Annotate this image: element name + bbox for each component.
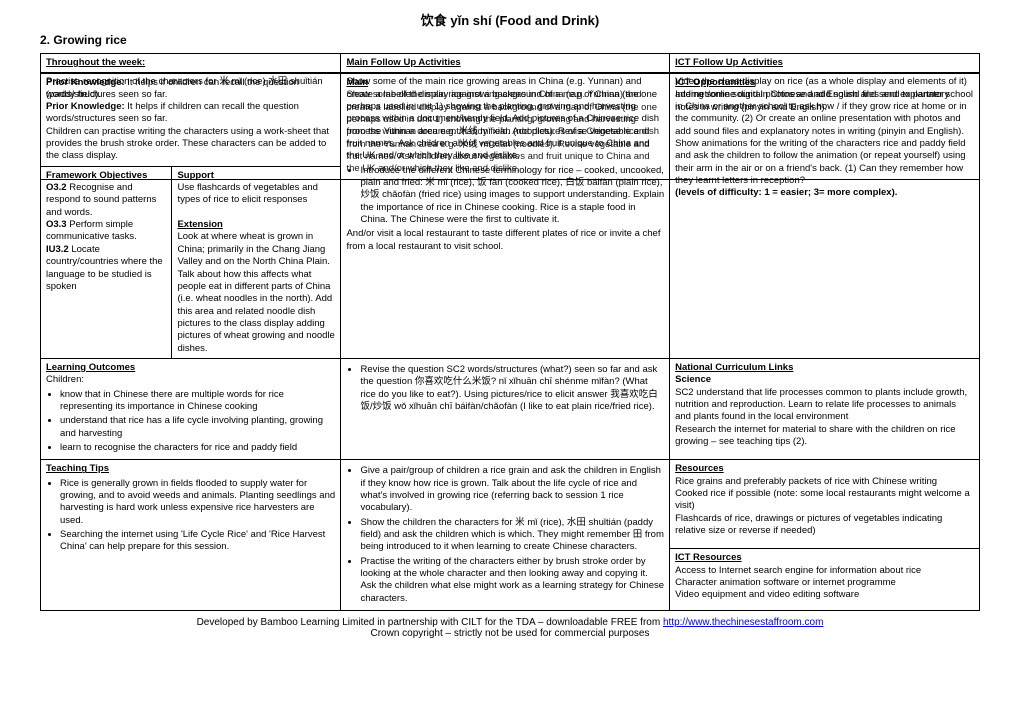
resources-cell: Resources Rice grains and preferably pac… bbox=[670, 460, 980, 549]
learning-cell: Learning Outcomes Children: know that in… bbox=[41, 358, 341, 459]
section-heading: 2. Growing rice bbox=[40, 33, 980, 47]
ov-throughout: Prior Knowledge: It helps if children ca… bbox=[41, 74, 341, 180]
footer: Developed by Bamboo Learning Limited in … bbox=[40, 617, 980, 639]
content-layers: Throughout the week: Main Follow Up Acti… bbox=[40, 53, 980, 611]
ov-main: Main Show some of the main rice growing … bbox=[341, 74, 670, 180]
framework-cell: Framework Objectives O3.2 Recognise and … bbox=[41, 166, 172, 358]
overlay-layer: Prior Knowledge: It helps if children ca… bbox=[40, 53, 980, 180]
ict-res-cell: ICT Resources Access to Internet search … bbox=[670, 549, 980, 611]
natcurr-cell: National Curriculum Links Science SC2 un… bbox=[670, 358, 980, 459]
support-ext-cell: Support Use flashcards of vegetables and… bbox=[172, 166, 341, 358]
tips-cell: Teaching Tips Rice is generally grown in… bbox=[41, 460, 341, 611]
page-title: 饮食 yǐn shí (Food and Drink) bbox=[40, 10, 980, 29]
ov-ict: ICT Opportunities Internet/online digita… bbox=[670, 74, 980, 180]
main4-6-cell: Give a pair/group of children a rice gra… bbox=[341, 460, 670, 611]
overlay-table: Prior Knowledge: It helps if children ca… bbox=[40, 53, 980, 180]
main3-cell: Revise the question SC2 words/structures… bbox=[341, 358, 670, 459]
footer-link[interactable]: http://www.thechinesestaffroom.com bbox=[663, 617, 823, 628]
